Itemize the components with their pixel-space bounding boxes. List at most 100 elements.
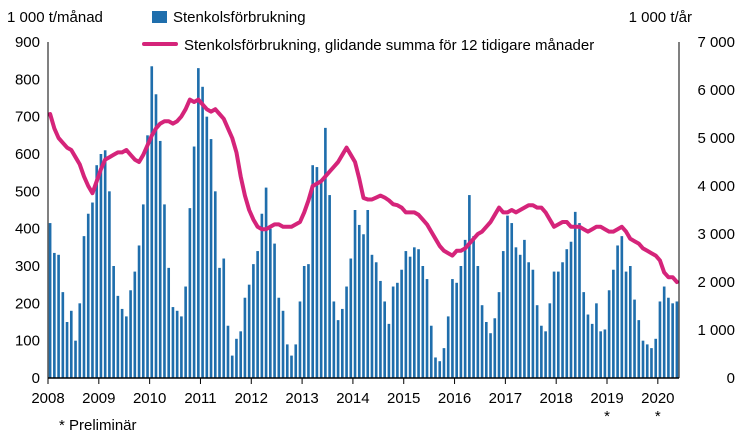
bar — [150, 66, 154, 379]
bar — [451, 279, 454, 378]
bar — [302, 266, 306, 378]
bar — [315, 167, 319, 378]
bar — [95, 165, 99, 378]
bar — [290, 355, 293, 378]
bar — [552, 271, 556, 378]
bar — [226, 325, 230, 378]
bar — [493, 318, 497, 378]
bar — [91, 202, 94, 378]
x-tick-label: 2018 — [540, 390, 573, 407]
bar — [438, 361, 442, 378]
bar — [57, 254, 60, 378]
bar — [230, 355, 234, 378]
bar — [366, 210, 370, 378]
x-tick-label: 2020 — [641, 390, 674, 407]
bar — [197, 68, 200, 378]
bar — [201, 86, 204, 379]
bar — [578, 223, 581, 378]
bar — [269, 228, 272, 378]
bar — [235, 338, 238, 378]
x-axis: 2008 2009 2010 2011 2012 2013 2014 2015 2016 2017… — [31, 42, 680, 425]
right-axis-ticks: 0 1 000 2 000 3 000 4 000 5 000 6 000 7 000 — [697, 34, 735, 387]
bar — [506, 215, 509, 378]
bar — [53, 252, 56, 378]
bar-series — [48, 66, 679, 379]
bar — [163, 204, 166, 378]
x-tick-label: 2017 — [489, 390, 522, 407]
bar — [129, 290, 132, 378]
bar — [417, 249, 420, 378]
bar — [167, 267, 171, 378]
x-tick-label: 2015 — [387, 390, 420, 407]
bar — [383, 301, 386, 378]
bar — [353, 210, 357, 378]
footnote: * Preliminär — [59, 417, 137, 434]
bar — [455, 282, 458, 378]
bar — [192, 146, 196, 378]
bar — [607, 290, 611, 378]
bar — [535, 305, 539, 378]
bar — [501, 251, 505, 378]
legend-bar-swatch — [152, 11, 167, 23]
bar — [294, 344, 298, 378]
bar — [277, 297, 281, 378]
bar — [141, 204, 145, 378]
bar — [332, 301, 336, 378]
bar — [222, 258, 226, 378]
line-series — [48, 97, 679, 284]
bar — [472, 236, 475, 378]
right-tick-label: 1 000 — [697, 322, 735, 339]
bar — [565, 249, 569, 378]
bar — [556, 271, 560, 378]
bar — [510, 223, 514, 378]
bar — [561, 262, 564, 378]
bar — [264, 187, 268, 378]
bar — [434, 357, 437, 378]
bar — [658, 301, 662, 378]
left-axis-unit-label: 1 000 t/månad — [7, 9, 103, 26]
bar — [362, 234, 365, 378]
right-axis-unit-label: 1 000 t/år — [629, 9, 692, 26]
bar — [518, 254, 522, 378]
bar — [74, 340, 77, 378]
bar — [667, 297, 670, 378]
x-tick-label: 2013 — [285, 390, 318, 407]
bar — [370, 254, 374, 378]
bar — [603, 329, 607, 378]
bar — [641, 340, 645, 378]
bar — [61, 292, 65, 378]
bar — [404, 251, 408, 378]
left-tick-label: 900 — [15, 34, 40, 51]
bar — [612, 269, 615, 378]
bar — [188, 208, 192, 378]
left-tick-label: 0 — [32, 370, 40, 387]
bar — [281, 310, 285, 378]
bar — [633, 299, 636, 378]
bar — [442, 348, 446, 378]
bar — [374, 262, 378, 378]
bar — [620, 236, 624, 378]
bar — [336, 320, 340, 378]
bar — [654, 338, 658, 378]
bar — [413, 247, 416, 378]
bar — [637, 320, 641, 378]
bar — [239, 331, 243, 378]
bar — [285, 344, 289, 378]
bar — [205, 116, 209, 379]
right-tick-label: 4 000 — [697, 178, 735, 195]
x-tick-label: 2014 — [336, 390, 369, 407]
bar — [311, 165, 314, 378]
right-tick-label: 3 000 — [697, 226, 735, 243]
bar — [650, 348, 653, 378]
bar — [349, 258, 353, 378]
bar — [328, 195, 331, 378]
x-tick-label: 2019 — [590, 390, 623, 407]
bar — [671, 303, 674, 378]
bar — [99, 154, 103, 378]
bar — [146, 135, 149, 378]
bar — [154, 94, 158, 379]
bar — [180, 316, 183, 378]
bar — [569, 241, 573, 378]
bar — [421, 266, 425, 378]
